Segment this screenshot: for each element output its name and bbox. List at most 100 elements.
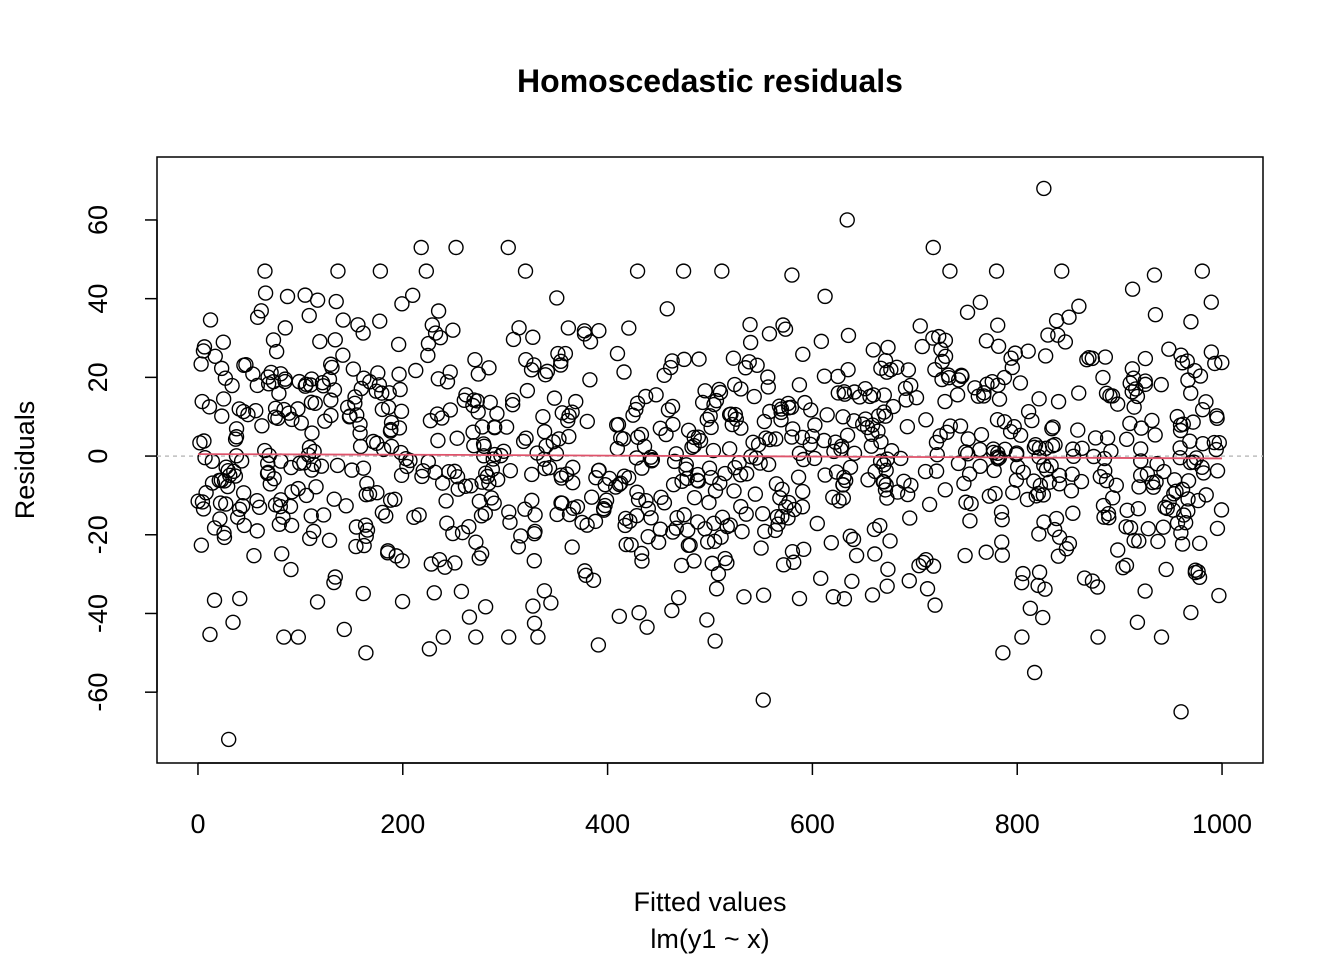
data-point [1203,344,1220,360]
data-point [549,506,565,523]
data-point [1180,491,1196,507]
data-point [962,513,978,529]
data-point [465,397,481,414]
data-point [228,421,245,437]
data-point [760,379,776,395]
data-point [719,555,735,571]
data-point [659,301,675,317]
data-point [675,263,692,279]
data-point [254,418,270,434]
data-point [937,393,953,410]
data-point [284,484,300,500]
data-point [1002,424,1019,440]
data-point [275,509,291,525]
data-point [899,419,916,435]
data-point [338,498,354,514]
data-point [643,449,659,465]
data-point [1087,430,1104,446]
data-point [227,468,244,484]
data-point [876,387,892,403]
data-point [790,469,807,485]
data-point [710,566,727,582]
data-point [618,536,634,553]
data-point [359,475,375,492]
data-point [1099,430,1116,446]
data-point [900,362,917,378]
data-point [427,325,444,341]
data-point [903,377,919,394]
data-point [1129,388,1146,405]
data-point [633,426,650,443]
data-point [949,387,966,403]
data-point [218,459,234,475]
data-point [617,517,633,534]
data-point [727,406,744,423]
data-point [453,583,470,600]
data-point [1161,341,1177,357]
data-point [1035,609,1051,626]
x-tick-label: 200 [380,809,425,839]
data-point [1131,533,1147,549]
data-point [837,472,854,489]
data-point [284,411,300,428]
data-point [1186,454,1202,470]
data-point [901,573,917,589]
data-point [305,523,322,540]
data-point [539,363,556,380]
data-point [558,466,575,482]
data-point [981,488,998,504]
data-point [717,465,733,482]
data-point [457,478,474,494]
data-point [656,367,672,384]
data-point [1119,431,1135,448]
data-point [866,521,883,538]
data-point [408,362,424,379]
data-point [218,496,234,512]
data-point [249,492,265,509]
data-point [1013,575,1030,591]
data-point [308,479,324,495]
data-point [991,391,1008,407]
data-point [934,371,950,388]
data-point [432,329,449,346]
data-point [851,389,868,405]
data-point [482,394,498,411]
data-point [470,366,487,382]
data-point [474,474,490,490]
data-point [253,303,269,319]
x-tick-label: 800 [995,809,1040,839]
data-point [590,637,607,653]
data-point [1064,466,1080,482]
data-point [689,514,706,530]
data-point [1153,629,1170,645]
data-point [775,317,791,333]
data-point [257,263,273,279]
data-point [217,370,234,386]
data-point [579,413,595,430]
data-point [442,364,458,380]
data-point [1086,448,1102,465]
data-point [577,563,593,579]
data-point [359,522,376,538]
data-point [1211,435,1227,451]
data-point [192,435,208,451]
data-point [1192,368,1209,384]
data-point [994,547,1011,563]
data-point [791,445,808,462]
data-point [1015,565,1031,582]
data-point [303,508,319,524]
data-point [863,438,880,454]
y-tick-label: 40 [83,284,113,314]
data-point [553,470,570,486]
data-point [686,490,703,506]
data-point [1137,583,1153,599]
data-point [769,509,786,525]
data-point [502,462,519,479]
data-point [835,476,851,493]
data-point [328,293,344,310]
data-point [323,407,339,424]
data-point [708,392,725,409]
data-point [963,496,979,512]
data-point [1190,564,1206,580]
data-point [816,432,832,449]
